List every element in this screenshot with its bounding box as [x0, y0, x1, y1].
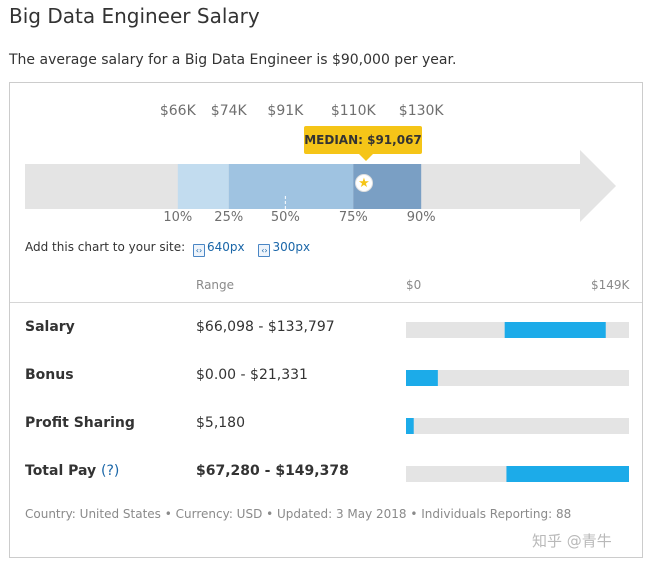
percentile-bar-chart [25, 150, 616, 222]
axis-max-label: $149K [591, 278, 630, 292]
total-pay-row-label: Total Pay (?) [25, 463, 119, 479]
percentile-track-arrowhead [580, 150, 616, 222]
percentile-band-1 [228, 164, 354, 209]
code-embed-icon: ‹› [258, 244, 271, 257]
total-pay-row-range: $67,280 - $149,378 [196, 463, 349, 479]
bonus-row-range: $0.00 - $21,331 [196, 367, 308, 383]
percentile-value-label: $130K [398, 103, 444, 119]
percentile-value-label: $66K [159, 103, 196, 119]
percentile-value-label: $91K [267, 103, 304, 119]
percentile-tick-label: 75% [338, 210, 368, 225]
percentile-value-label: $74K [210, 103, 247, 119]
code-embed-icon: ‹› [192, 244, 205, 257]
percentile-tick-label: 25% [214, 210, 244, 225]
percentile-tick-label: 90% [406, 210, 436, 225]
report-footer: Country: United States • Currency: USD •… [25, 507, 572, 521]
breakdown-track [406, 370, 629, 386]
bonus-row-label: Bonus [25, 367, 74, 383]
breakdown-bar-total-pay [506, 466, 629, 482]
profit-sharing-row-range: $5,180 [196, 415, 245, 431]
range-column-header: Range [196, 278, 235, 292]
intro-text: The average salary for a Big Data Engine… [9, 52, 457, 68]
breakdown-track [406, 418, 629, 434]
percentile-value-label: $110K [330, 103, 376, 119]
salary-row-range: $66,098 - $133,797 [196, 319, 335, 335]
total-pay-label-text: Total Pay [25, 463, 97, 479]
watermark: 知乎 @青牛 [532, 532, 612, 550]
total-pay-help-link[interactable]: (?) [101, 463, 120, 479]
median-tooltip-caret [359, 154, 373, 161]
axis-min-label: $0 [406, 278, 422, 292]
percentile-tick-label: 10% [163, 210, 193, 225]
profit-sharing-row-label: Profit Sharing [25, 415, 135, 431]
breakdown-bar-profit-sharing [406, 418, 414, 434]
percentile-band-0 [177, 164, 229, 209]
breakdown-bar-bonus [406, 370, 438, 386]
percentile-tick-label: 50% [270, 210, 300, 225]
embed-chart-row: Add this chart to your site: ‹› 640px ‹› 3… [25, 240, 310, 257]
page-title: Big Data Engineer Salary [9, 4, 260, 28]
median-tooltip: MEDIAN: $91,067 [304, 126, 422, 154]
section-divider [10, 302, 642, 303]
embed-300px-link[interactable]: 300px [272, 240, 311, 254]
embed-640px-link[interactable]: 640px [206, 240, 245, 254]
salary-row-label: Salary [25, 319, 75, 335]
star-icon: ★ [355, 174, 373, 192]
breakdown-bar-salary [504, 322, 606, 338]
embed-label: Add this chart to your site: [25, 240, 186, 254]
